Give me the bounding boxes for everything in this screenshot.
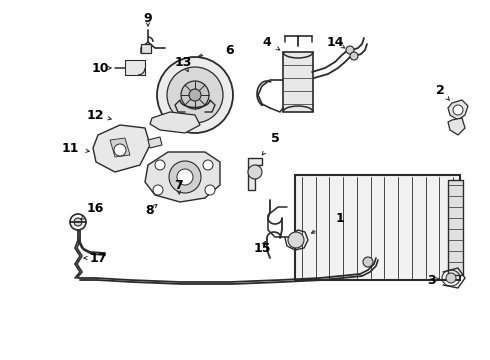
- Circle shape: [189, 89, 201, 101]
- Text: 10: 10: [91, 62, 109, 75]
- Text: 13: 13: [174, 55, 192, 68]
- Circle shape: [177, 169, 193, 185]
- Polygon shape: [148, 137, 162, 148]
- Polygon shape: [150, 112, 200, 133]
- Bar: [125, 60, 145, 75]
- Circle shape: [74, 218, 82, 226]
- Circle shape: [453, 105, 463, 115]
- Bar: [295, 175, 460, 280]
- Polygon shape: [448, 100, 468, 120]
- Circle shape: [350, 52, 358, 60]
- Text: 16: 16: [86, 202, 104, 215]
- Bar: [448, 180, 463, 275]
- Circle shape: [155, 160, 165, 170]
- Circle shape: [114, 144, 126, 156]
- Circle shape: [205, 185, 215, 195]
- Circle shape: [446, 273, 456, 283]
- Polygon shape: [248, 158, 262, 190]
- Circle shape: [203, 160, 213, 170]
- Bar: [283, 52, 313, 112]
- Text: 4: 4: [263, 36, 271, 49]
- Text: 6: 6: [226, 44, 234, 57]
- Text: 11: 11: [61, 141, 79, 154]
- Text: 15: 15: [253, 242, 271, 255]
- Circle shape: [363, 257, 373, 267]
- Circle shape: [157, 57, 233, 133]
- Text: 12: 12: [86, 108, 104, 122]
- Bar: [141, 44, 151, 53]
- Circle shape: [288, 232, 304, 248]
- Text: 14: 14: [326, 36, 344, 49]
- Text: 9: 9: [144, 12, 152, 24]
- Circle shape: [181, 81, 209, 109]
- Circle shape: [153, 185, 163, 195]
- Polygon shape: [93, 125, 150, 172]
- Text: 5: 5: [270, 131, 279, 144]
- Polygon shape: [448, 118, 465, 135]
- Circle shape: [169, 161, 201, 193]
- Polygon shape: [145, 152, 220, 202]
- Text: 8: 8: [146, 203, 154, 216]
- Text: 7: 7: [173, 179, 182, 192]
- Text: 3: 3: [428, 274, 436, 287]
- Text: 1: 1: [336, 212, 344, 225]
- Circle shape: [248, 165, 262, 179]
- Bar: [295, 175, 460, 280]
- Circle shape: [167, 67, 223, 123]
- Text: 17: 17: [89, 252, 107, 265]
- Text: 2: 2: [436, 84, 444, 96]
- Circle shape: [346, 46, 354, 54]
- Polygon shape: [110, 138, 130, 157]
